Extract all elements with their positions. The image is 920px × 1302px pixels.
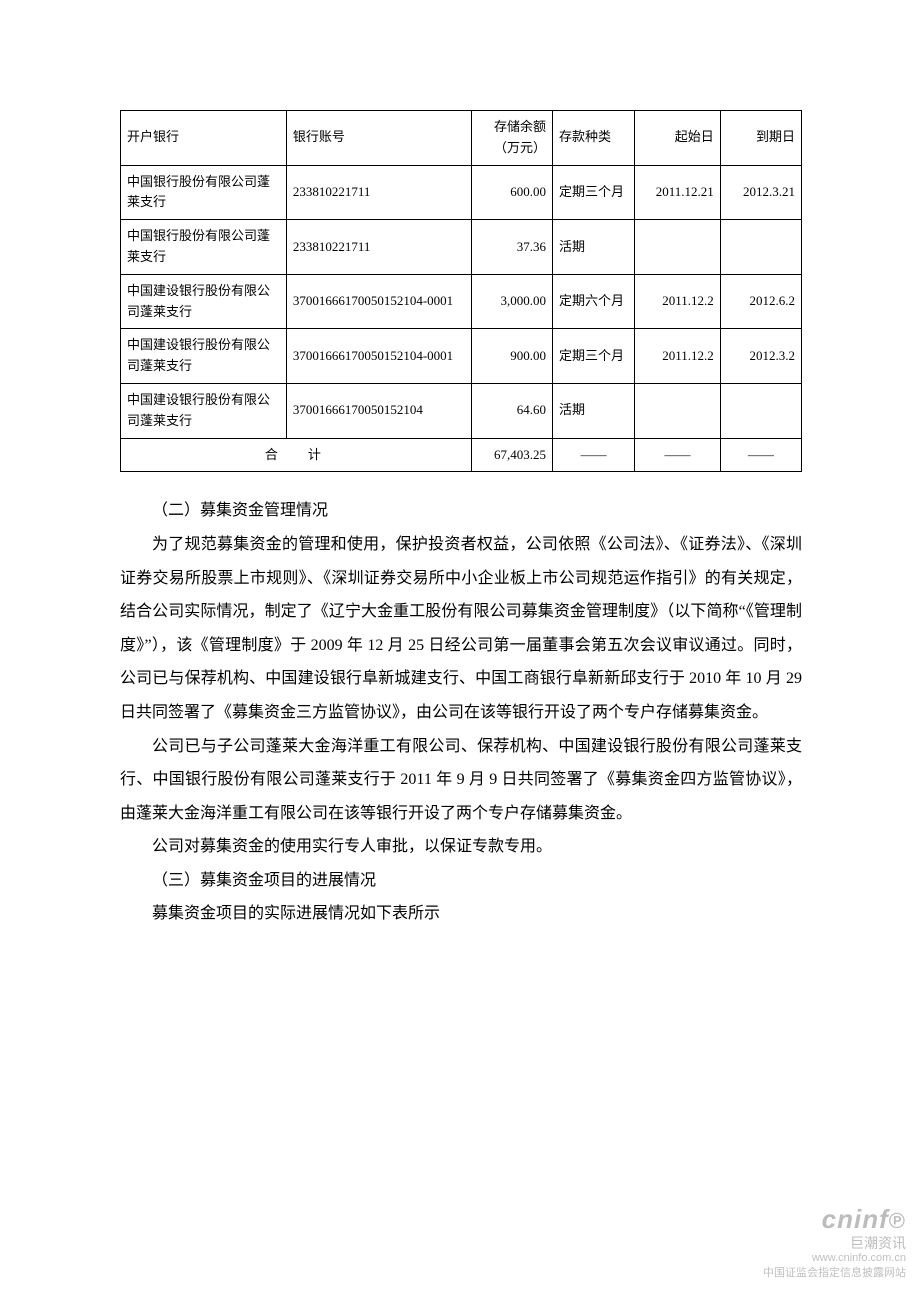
body-text: （二）募集资金管理情况 为了规范募集资金的管理和使用，保护投资者权益，公司依照《… — [120, 494, 802, 931]
cell-type: 定期三个月 — [553, 165, 635, 220]
header-account: 银行账号 — [286, 111, 471, 166]
table-total-row: 合计 67,403.25 —— —— —— — [121, 438, 802, 472]
cell-balance: 600.00 — [471, 165, 552, 220]
cell-start — [635, 220, 720, 275]
cell-type: 活期 — [553, 220, 635, 275]
table-row: 中国银行股份有限公司蓬莱支行 233810221711 600.00 定期三个月… — [121, 165, 802, 220]
total-dash: —— — [720, 438, 801, 472]
cell-bank: 中国银行股份有限公司蓬莱支行 — [121, 220, 287, 275]
watermark-cn: 巨潮资讯 — [763, 1233, 906, 1253]
cell-type: 定期六个月 — [553, 274, 635, 329]
cell-bank: 中国建设银行股份有限公司蓬莱支行 — [121, 329, 287, 384]
cell-type: 活期 — [553, 383, 635, 438]
cell-account: 37001666170050152104-0001 — [286, 274, 471, 329]
section-heading-2: （二）募集资金管理情况 — [120, 494, 802, 528]
section-heading-3: （三）募集资金项目的进展情况 — [120, 864, 802, 898]
cell-account: 37001666170050152104-0001 — [286, 329, 471, 384]
paragraph: 公司已与子公司蓬莱大金海洋重工有限公司、保荐机构、中国建设银行股份有限公司蓬莱支… — [120, 730, 802, 831]
cell-balance: 3,000.00 — [471, 274, 552, 329]
cell-start: 2011.12.21 — [635, 165, 720, 220]
table-row: 中国建设银行股份有限公司蓬莱支行 37001666170050152104-00… — [121, 274, 802, 329]
cell-end: 2012.3.2 — [720, 329, 801, 384]
cell-account: 233810221711 — [286, 165, 471, 220]
watermark-desc: 中国证监会指定信息披露网站 — [763, 1264, 906, 1280]
watermark-brand: cninf℗ — [763, 1204, 906, 1235]
cell-start: 2011.12.2 — [635, 274, 720, 329]
cell-account: 37001666170050152104 — [286, 383, 471, 438]
table-row: 中国建设银行股份有限公司蓬莱支行 37001666170050152104-00… — [121, 329, 802, 384]
total-label: 合计 — [121, 438, 472, 472]
cell-balance: 64.60 — [471, 383, 552, 438]
cell-type: 定期三个月 — [553, 329, 635, 384]
watermark-brand-text: cninf — [822, 1204, 889, 1234]
cell-balance: 37.36 — [471, 220, 552, 275]
watermark: cninf℗ 巨潮资讯 www.cninfo.com.cn 中国证监会指定信息披… — [763, 1204, 906, 1280]
cell-end — [720, 220, 801, 275]
paragraph: 募集资金项目的实际进展情况如下表所示 — [120, 897, 802, 931]
cell-bank: 中国建设银行股份有限公司蓬莱支行 — [121, 274, 287, 329]
table-header-row: 开户银行 银行账号 存储余额（万元） 存款种类 起始日 到期日 — [121, 111, 802, 166]
cell-end: 2012.6.2 — [720, 274, 801, 329]
cell-start — [635, 383, 720, 438]
header-type: 存款种类 — [553, 111, 635, 166]
cell-bank: 中国银行股份有限公司蓬莱支行 — [121, 165, 287, 220]
cell-start: 2011.12.2 — [635, 329, 720, 384]
deposit-table: 开户银行 银行账号 存储余额（万元） 存款种类 起始日 到期日 中国银行股份有限… — [120, 110, 802, 472]
table-row: 中国银行股份有限公司蓬莱支行 233810221711 37.36 活期 — [121, 220, 802, 275]
cell-balance: 900.00 — [471, 329, 552, 384]
header-bank: 开户银行 — [121, 111, 287, 166]
total-dash: —— — [635, 438, 720, 472]
header-end: 到期日 — [720, 111, 801, 166]
paragraph: 为了规范募集资金的管理和使用，保护投资者权益，公司依照《公司法》、《证券法》、《… — [120, 528, 802, 730]
header-balance: 存储余额（万元） — [471, 111, 552, 166]
cell-end: 2012.3.21 — [720, 165, 801, 220]
watermark-url: www.cninfo.com.cn — [763, 1252, 906, 1264]
cell-end — [720, 383, 801, 438]
total-dash: —— — [553, 438, 635, 472]
paragraph: 公司对募集资金的使用实行专人审批，以保证专款专用。 — [120, 830, 802, 864]
cell-bank: 中国建设银行股份有限公司蓬莱支行 — [121, 383, 287, 438]
cell-account: 233810221711 — [286, 220, 471, 275]
total-balance: 67,403.25 — [471, 438, 552, 472]
table-row: 中国建设银行股份有限公司蓬莱支行 37001666170050152104 64… — [121, 383, 802, 438]
header-start: 起始日 — [635, 111, 720, 166]
